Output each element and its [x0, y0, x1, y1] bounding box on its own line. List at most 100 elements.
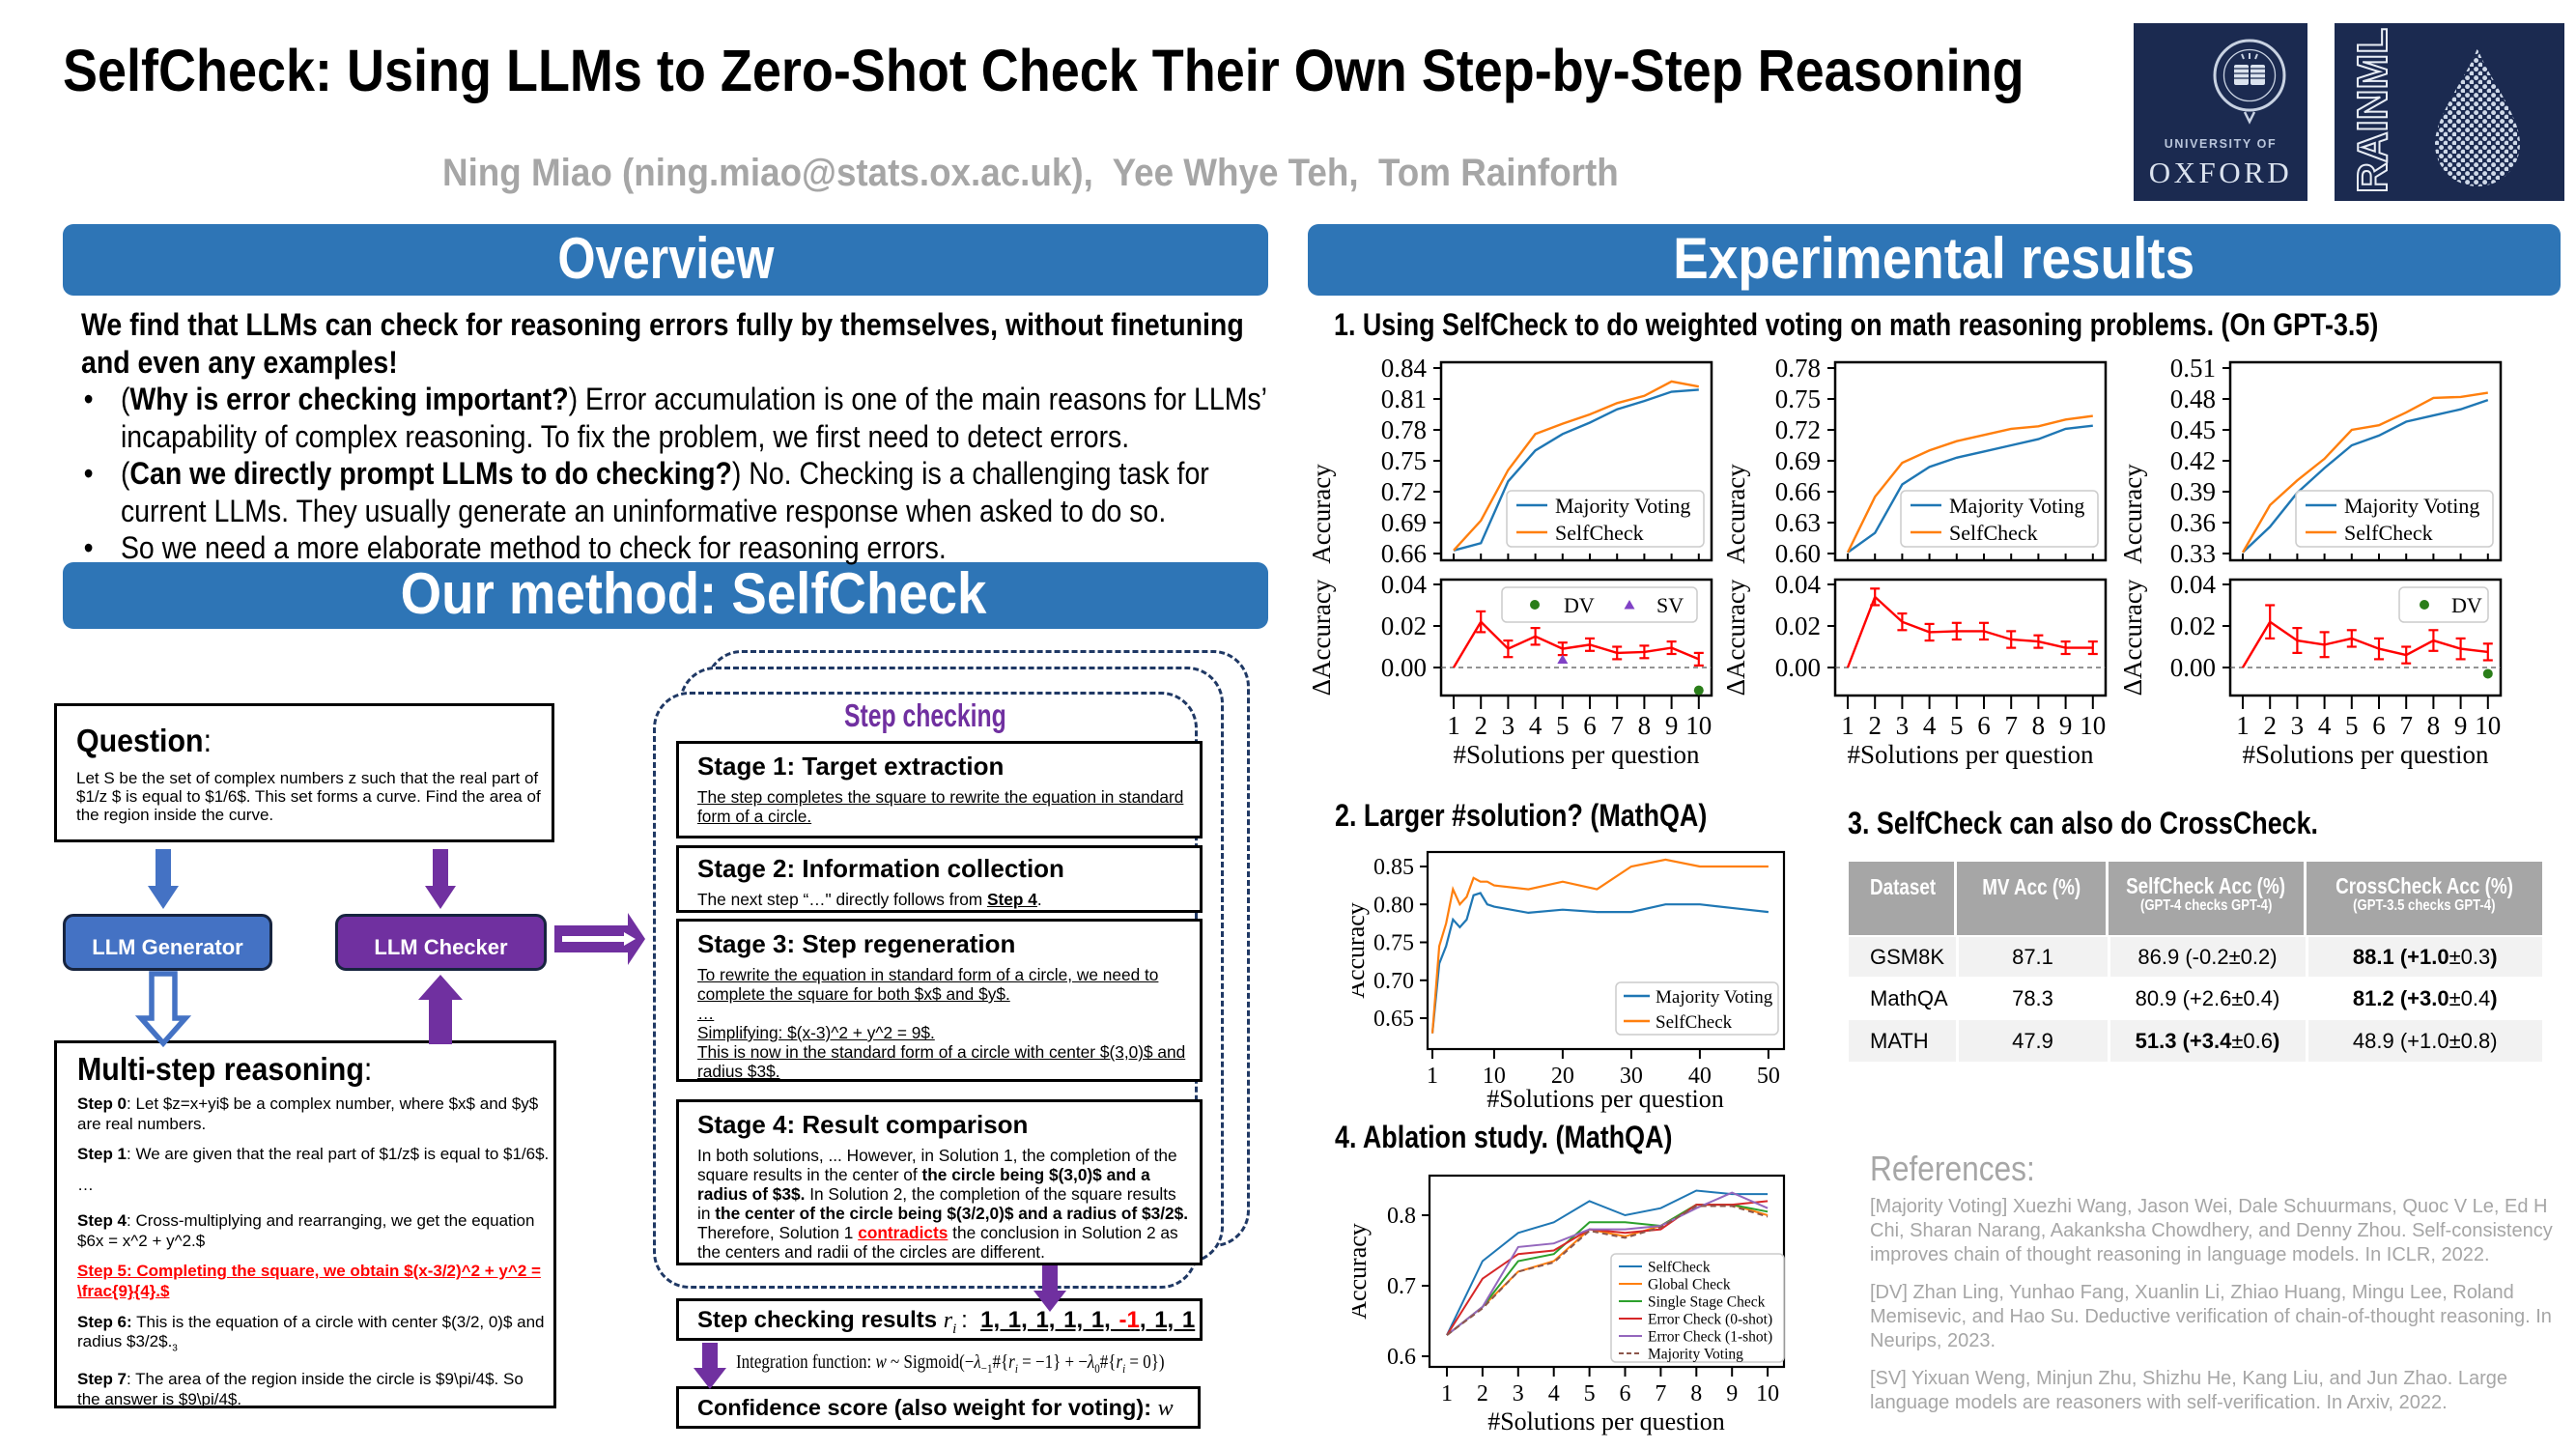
svg-text:0.66: 0.66	[1775, 477, 1821, 506]
svg-text:0.51: 0.51	[2170, 354, 2216, 383]
svg-text:Accuracy: Accuracy	[1352, 1223, 1372, 1320]
svg-text:Accuracy: Accuracy	[1352, 902, 1370, 999]
svg-text:Error Check (0-shot): Error Check (0-shot)	[1648, 1312, 1772, 1328]
svg-text:Majority Voting: Majority Voting	[1949, 494, 2084, 518]
svg-text:ΔAccuracy: ΔAccuracy	[2118, 579, 2147, 696]
svg-text:0.04: 0.04	[1775, 570, 1822, 599]
svg-text:0.80: 0.80	[1373, 893, 1414, 918]
svg-text:2: 2	[1868, 711, 1882, 740]
svg-text:9: 9	[2059, 711, 2073, 740]
svg-text:Majority Voting: Majority Voting	[1648, 1347, 1743, 1363]
svg-text:Majority Voting: Majority Voting	[2344, 494, 2479, 518]
svg-text:Accuracy: Accuracy	[1311, 464, 1336, 564]
svg-text:6: 6	[1620, 1381, 1631, 1406]
svg-text:6: 6	[2372, 711, 2386, 740]
svg-text:10: 10	[1756, 1381, 1779, 1406]
svg-text:1: 1	[1427, 1064, 1438, 1089]
svg-text:#Solutions per question: #Solutions per question	[1487, 1407, 1725, 1435]
svg-text:#Solutions per question: #Solutions per question	[2243, 740, 2489, 769]
svg-text:0.66: 0.66	[1381, 539, 1427, 568]
svg-text:6: 6	[1583, 711, 1597, 740]
svg-text:4: 4	[1548, 1381, 1560, 1406]
svg-text:40: 40	[1688, 1064, 1712, 1089]
svg-text:7: 7	[2399, 711, 2413, 740]
svg-text:4: 4	[2318, 711, 2332, 740]
svg-text:Majority Voting: Majority Voting	[1555, 494, 1690, 518]
svg-text:0.02: 0.02	[1775, 611, 1821, 640]
svg-text:0.72: 0.72	[1775, 415, 1821, 444]
svg-text:SelfCheck: SelfCheck	[1949, 521, 2038, 545]
svg-text:DV: DV	[2451, 593, 2482, 617]
svg-text:8: 8	[1690, 1381, 1702, 1406]
svg-text:Majority Voting: Majority Voting	[1656, 987, 1773, 1008]
svg-text:1: 1	[1841, 711, 1854, 740]
svg-text:10: 10	[1685, 711, 1712, 740]
svg-text:3: 3	[1513, 1381, 1524, 1406]
svg-text:0.78: 0.78	[1775, 354, 1821, 383]
svg-text:0.70: 0.70	[1373, 969, 1414, 994]
svg-text:7: 7	[1655, 1381, 1666, 1406]
svg-text:SelfCheck: SelfCheck	[1656, 1012, 1733, 1033]
svg-text:0.04: 0.04	[2170, 570, 2217, 599]
svg-text:Accuracy: Accuracy	[2118, 464, 2147, 564]
svg-text:2: 2	[1477, 1381, 1488, 1406]
svg-text:4: 4	[1529, 711, 1543, 740]
svg-text:8: 8	[2032, 711, 2046, 740]
svg-text:6: 6	[1977, 711, 1991, 740]
svg-text:Accuracy: Accuracy	[1721, 464, 1750, 564]
svg-text:9: 9	[1726, 1381, 1738, 1406]
svg-text:10: 10	[2475, 711, 2501, 740]
svg-text:0.39: 0.39	[2170, 477, 2216, 506]
svg-text:5: 5	[2345, 711, 2359, 740]
svg-text:2: 2	[1474, 711, 1487, 740]
svg-text:0.69: 0.69	[1775, 446, 1821, 475]
svg-text:0.60: 0.60	[1775, 539, 1821, 568]
svg-text:9: 9	[2454, 711, 2468, 740]
svg-text:0.78: 0.78	[1381, 415, 1427, 444]
svg-text:10: 10	[1483, 1064, 1506, 1089]
svg-text:0.36: 0.36	[2170, 508, 2216, 537]
svg-text:0.69: 0.69	[1381, 508, 1427, 537]
svg-text:0.81: 0.81	[1381, 384, 1427, 413]
svg-text:0.45: 0.45	[2170, 415, 2216, 444]
svg-text:0.8: 0.8	[1387, 1204, 1416, 1229]
svg-text:0.85: 0.85	[1373, 855, 1414, 880]
svg-text:50: 50	[1757, 1064, 1780, 1089]
svg-text:SelfCheck: SelfCheck	[1648, 1260, 1711, 1276]
svg-text:OXFORD: OXFORD	[2149, 156, 2292, 189]
svg-text:UNIVERSITY OF: UNIVERSITY OF	[2165, 137, 2277, 151]
svg-text:1: 1	[1441, 1381, 1453, 1406]
svg-text:SelfCheck: SelfCheck	[1555, 521, 1644, 545]
svg-text:1: 1	[2236, 711, 2250, 740]
svg-text:2: 2	[2263, 711, 2277, 740]
svg-text:0.02: 0.02	[2170, 611, 2216, 640]
svg-text:0.48: 0.48	[2170, 384, 2216, 413]
svg-text:3: 3	[2291, 711, 2305, 740]
svg-text:0.84: 0.84	[1381, 354, 1428, 383]
svg-text:#Solutions per question: #Solutions per question	[1848, 740, 2094, 769]
svg-text:9: 9	[1665, 711, 1679, 740]
svg-text:8: 8	[1638, 711, 1652, 740]
svg-text:Single Stage Check: Single Stage Check	[1648, 1294, 1766, 1311]
svg-text:0.63: 0.63	[1775, 508, 1821, 537]
svg-text:DV: DV	[1564, 593, 1595, 617]
svg-text:0.75: 0.75	[1775, 384, 1821, 413]
svg-text:7: 7	[2004, 711, 2018, 740]
svg-text:7: 7	[1610, 711, 1624, 740]
svg-text:0.42: 0.42	[2170, 446, 2216, 475]
svg-text:20: 20	[1551, 1064, 1574, 1089]
svg-text:3: 3	[1502, 711, 1515, 740]
svg-text:5: 5	[1584, 1381, 1596, 1406]
svg-text:0.02: 0.02	[1381, 611, 1427, 640]
svg-text:3: 3	[1896, 711, 1910, 740]
svg-text:#Solutions per question: #Solutions per question	[1486, 1085, 1724, 1113]
svg-text:0.75: 0.75	[1381, 446, 1427, 475]
svg-text:SelfCheck: SelfCheck	[2344, 521, 2433, 545]
svg-text:ΔAccuracy: ΔAccuracy	[1721, 579, 1750, 696]
svg-text:RAINML: RAINML	[2349, 28, 2396, 193]
svg-text:5: 5	[1556, 711, 1570, 740]
svg-text:0.00: 0.00	[1381, 653, 1427, 682]
svg-text:0.75: 0.75	[1373, 931, 1414, 956]
svg-text:0.65: 0.65	[1373, 1007, 1414, 1032]
svg-text:#Solutions per question: #Solutions per question	[1454, 740, 1700, 769]
